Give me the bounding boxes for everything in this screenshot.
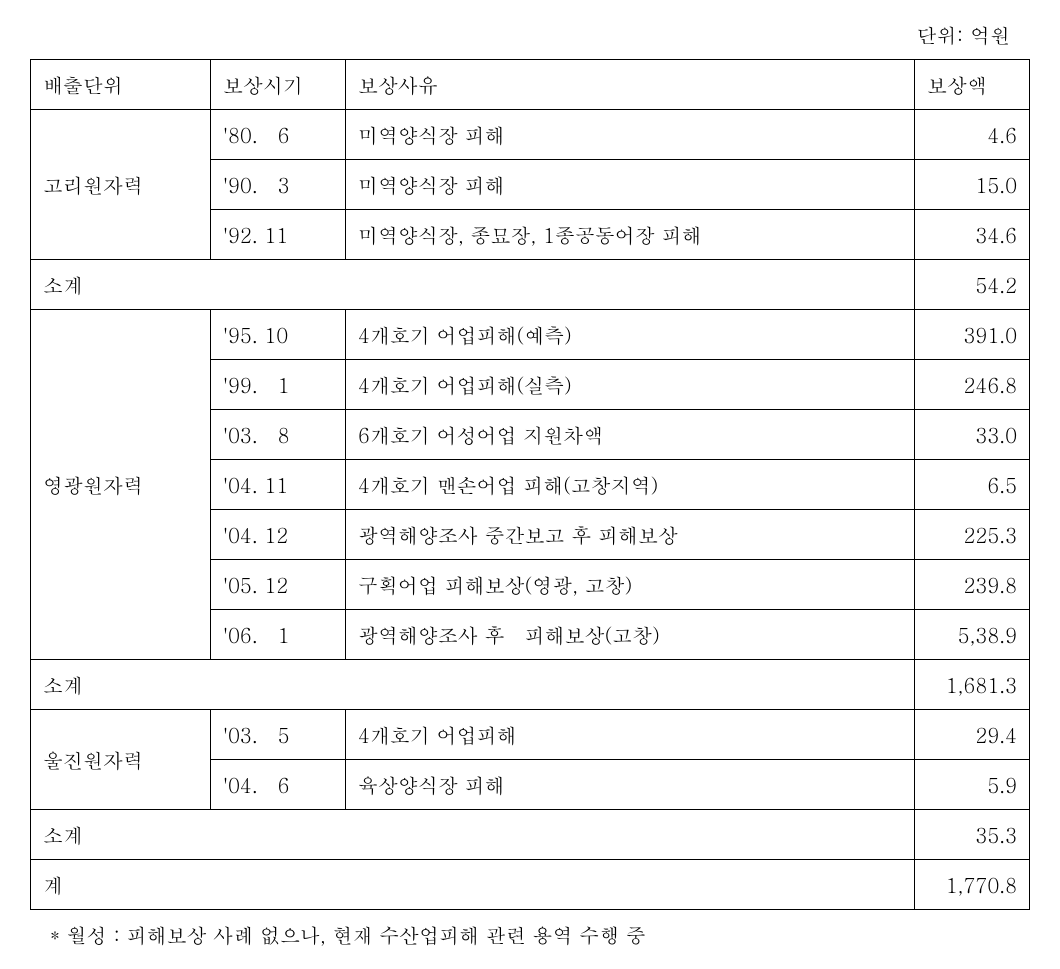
cell-amount: 15.0 bbox=[915, 160, 1030, 210]
subtotal-row: 소계1,681.3 bbox=[31, 660, 1030, 710]
cell-time: '99. 1 bbox=[211, 360, 346, 410]
cell-reason: 광역해양조사 후 피해보상(고창) bbox=[346, 610, 915, 660]
cell-time: '92. 11 bbox=[211, 210, 346, 260]
cell-reason: 구획어업 피해보상(영광, 고창) bbox=[346, 560, 915, 610]
cell-time: '04. 11 bbox=[211, 460, 346, 510]
cell-amount: 5.9 bbox=[915, 760, 1030, 810]
cell-reason: 4개호기 어업피해(실측) bbox=[346, 360, 915, 410]
cell-amount: 34.6 bbox=[915, 210, 1030, 260]
total-amount: 1,770.8 bbox=[915, 860, 1030, 910]
cell-amount: 246.8 bbox=[915, 360, 1030, 410]
cell-amount: 33.0 bbox=[915, 410, 1030, 460]
cell-amount: 225.3 bbox=[915, 510, 1030, 560]
cell-reason: 광역해양조사 중간보고 후 피해보상 bbox=[346, 510, 915, 560]
footnote: * 월성 : 피해보상 사례 없으나, 현재 수산업피해 관련 용역 수행 중 bbox=[30, 910, 1030, 949]
cell-reason: 4개호기 어업피해(예측) bbox=[346, 310, 915, 360]
cell-reason: 미역양식장, 종묘장, 1종공동어장 피해 bbox=[346, 210, 915, 260]
cell-time: '03. 5 bbox=[211, 710, 346, 760]
subtotal-label: 소계 bbox=[31, 810, 915, 860]
cell-reason: 6개호기 어성어업 지원차액 bbox=[346, 410, 915, 460]
cell-time: '95. 10 bbox=[211, 310, 346, 360]
table-row: 고리원자력'80. 6미역양식장 피해4.6 bbox=[31, 110, 1030, 160]
cell-reason: 미역양식장 피해 bbox=[346, 110, 915, 160]
subtotal-amount: 1,681.3 bbox=[915, 660, 1030, 710]
cell-time: '80. 6 bbox=[211, 110, 346, 160]
cell-amount: 6.5 bbox=[915, 460, 1030, 510]
cell-reason: 4개호기 어업피해 bbox=[346, 710, 915, 760]
cell-time: '04. 6 bbox=[211, 760, 346, 810]
subtotal-label: 소계 bbox=[31, 260, 915, 310]
cell-time: '06. 1 bbox=[211, 610, 346, 660]
group-name: 고리원자력 bbox=[31, 110, 211, 260]
group-name: 영광원자력 bbox=[31, 310, 211, 660]
header-col-reason: 보상사유 bbox=[346, 60, 915, 110]
subtotal-label: 소계 bbox=[31, 660, 915, 710]
subtotal-row: 소계54.2 bbox=[31, 260, 1030, 310]
subtotal-amount: 54.2 bbox=[915, 260, 1030, 310]
subtotal-row: 소계35.3 bbox=[31, 810, 1030, 860]
cell-amount: 5,38.9 bbox=[915, 610, 1030, 660]
group-name: 울진원자력 bbox=[31, 710, 211, 810]
cell-time: '04. 12 bbox=[211, 510, 346, 560]
header-col-time: 보상시기 bbox=[211, 60, 346, 110]
unit-label: 단위: 억원 bbox=[30, 20, 1030, 49]
cell-reason: 미역양식장 피해 bbox=[346, 160, 915, 210]
header-col-amount: 보상액 bbox=[915, 60, 1030, 110]
compensation-table: 배출단위보상시기보상사유보상액고리원자력'80. 6미역양식장 피해4.6'90… bbox=[30, 59, 1030, 910]
header-col-unit: 배출단위 bbox=[31, 60, 211, 110]
cell-time: '90. 3 bbox=[211, 160, 346, 210]
cell-reason: 4개호기 맨손어업 피해(고창지역) bbox=[346, 460, 915, 510]
cell-time: '03. 8 bbox=[211, 410, 346, 460]
header-row: 배출단위보상시기보상사유보상액 bbox=[31, 60, 1030, 110]
total-row: 계1,770.8 bbox=[31, 860, 1030, 910]
cell-reason: 육상양식장 피해 bbox=[346, 760, 915, 810]
cell-amount: 29.4 bbox=[915, 710, 1030, 760]
cell-amount: 391.0 bbox=[915, 310, 1030, 360]
cell-amount: 4.6 bbox=[915, 110, 1030, 160]
cell-time: '05. 12 bbox=[211, 560, 346, 610]
subtotal-amount: 35.3 bbox=[915, 810, 1030, 860]
cell-amount: 239.8 bbox=[915, 560, 1030, 610]
table-row: 울진원자력'03. 54개호기 어업피해29.4 bbox=[31, 710, 1030, 760]
table-row: 영광원자력'95. 104개호기 어업피해(예측)391.0 bbox=[31, 310, 1030, 360]
total-label: 계 bbox=[31, 860, 915, 910]
